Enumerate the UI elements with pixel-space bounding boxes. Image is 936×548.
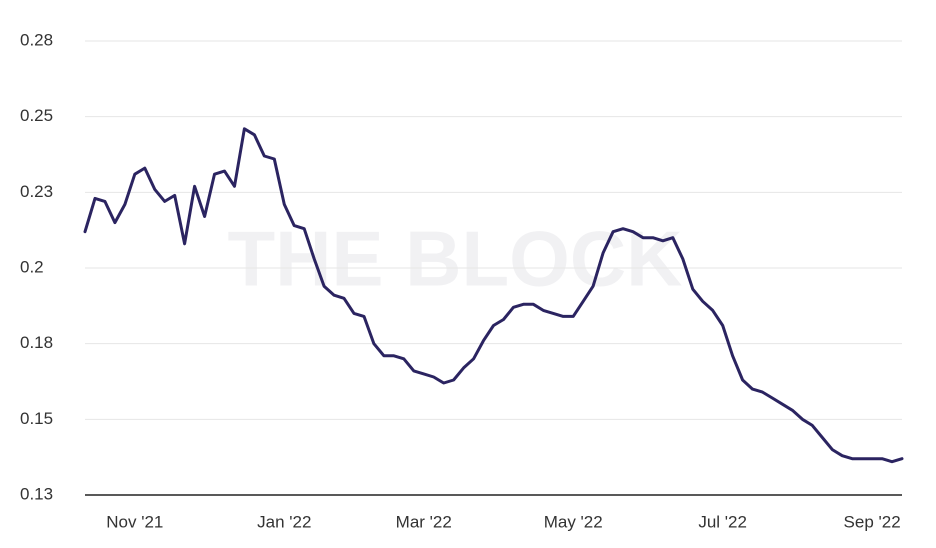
watermark: THE BLOCK — [228, 215, 683, 303]
x-tick-label: Jan '22 — [257, 512, 311, 531]
x-tick-label: Sep '22 — [844, 512, 901, 531]
y-tick-label: 0.25 — [20, 106, 53, 125]
line — [83, 127, 904, 464]
x-tick-label: May '22 — [544, 512, 603, 531]
y-tick-label: 0.13 — [20, 484, 53, 503]
y-tick-label: 0.2 — [20, 257, 44, 276]
y-tick-label: 0.23 — [20, 182, 53, 201]
x-tick-label: Mar '22 — [396, 512, 452, 531]
y-tick-label: 0.18 — [20, 333, 53, 352]
y-tick-label: 0.15 — [20, 409, 53, 428]
y-tick-label: 0.28 — [20, 30, 53, 49]
x-tick-label: Jul '22 — [698, 512, 747, 531]
x-tick-label: Nov '21 — [106, 512, 163, 531]
